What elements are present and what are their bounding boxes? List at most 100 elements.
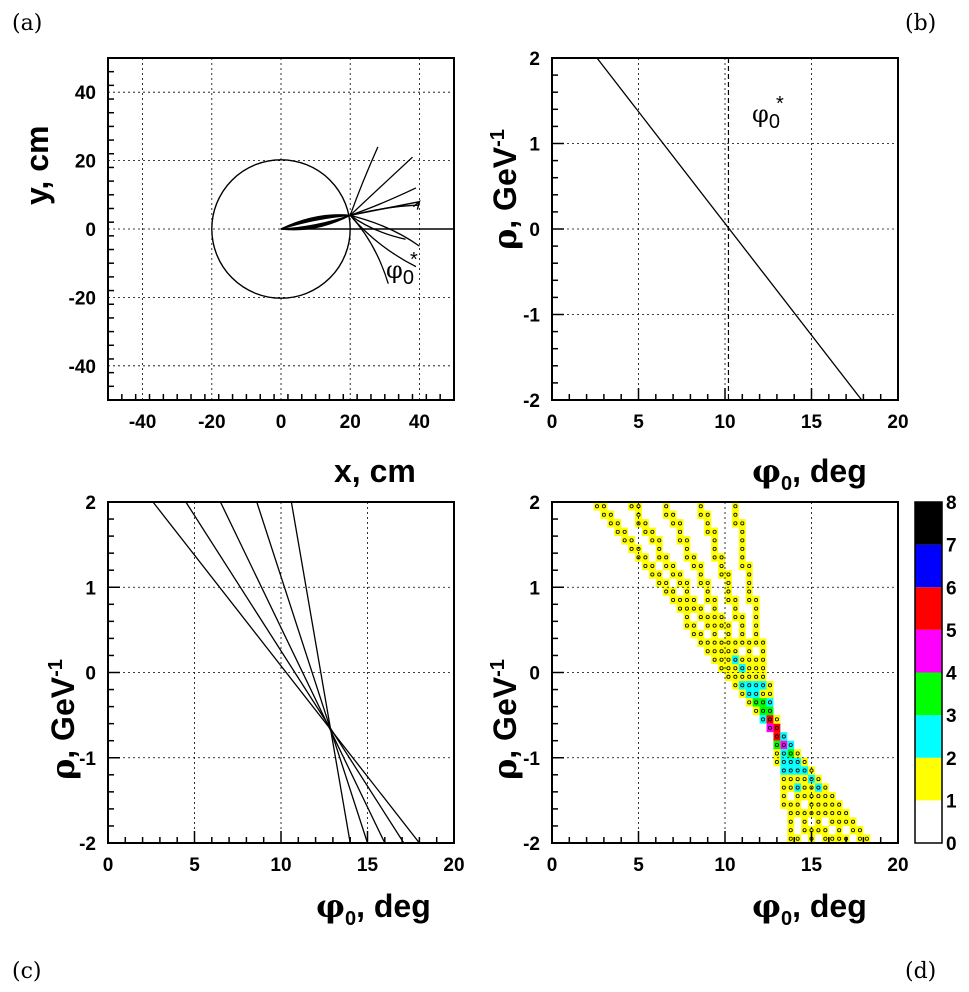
panel-d-bin-marker [671, 598, 676, 603]
panel-d-bin-marker [823, 828, 828, 833]
panel-d-bin-marker [747, 640, 752, 645]
panel-d-bin [711, 646, 719, 656]
panel-d-bin [725, 578, 732, 588]
panel-d-bin-marker [726, 598, 731, 603]
panel-d-bin [738, 689, 746, 699]
panel-d-bin [669, 595, 677, 605]
panel-d-bin-marker [823, 785, 828, 790]
panel-d-bin-marker [664, 580, 669, 585]
panel-d-bin [731, 638, 739, 647]
panel-d-bin-marker [747, 649, 752, 654]
panel-d-bin [828, 791, 836, 801]
panel-d-bin-marker [726, 632, 731, 637]
panel-d-bin [738, 655, 746, 664]
panel-d-bin [718, 561, 725, 571]
panel-d-bin-marker [615, 521, 620, 526]
panel-d-bin-marker [788, 777, 793, 782]
panel-d-bin-marker [608, 521, 613, 526]
panel-d-bin-marker [733, 512, 738, 517]
panel-d-bin [745, 578, 753, 588]
panel-d-bin-marker [740, 657, 745, 662]
panel-d-bin [821, 791, 829, 801]
panel-d-bin [641, 527, 649, 537]
panel-d-bin [648, 570, 656, 579]
panel-d-bin [725, 655, 732, 664]
panel-d-bin [780, 757, 788, 767]
panel-d-bin-marker [781, 785, 786, 790]
panel-d-bin-marker [705, 589, 710, 594]
panel-c-multi-line-plot: 0 5 10 15 20 -2 -1 0 1 2 [79, 493, 464, 876]
panel-d-bin [752, 612, 760, 622]
panel-c-series-line-1 [152, 501, 420, 844]
panel-d-bin-marker [650, 529, 655, 534]
panel-d-bin-marker [698, 632, 703, 637]
panel-d-bin-marker [747, 657, 752, 662]
panel-d-bin-marker [671, 589, 676, 594]
panel-d-bin [794, 766, 802, 775]
colorbar: 0 1 2 3 4 5 6 7 8 [914, 493, 957, 855]
colorbar-tick-label-0: 0 [946, 834, 957, 855]
panel-d-bin [607, 510, 615, 520]
panel-d-bin [787, 800, 795, 809]
panel-d-bin-marker [719, 666, 724, 671]
panel-d-bin [718, 621, 725, 630]
panel-letter-c: (c) [12, 959, 42, 984]
panel-a-xtick-label: 20 [340, 412, 361, 433]
panel-d-bin-marker [719, 572, 724, 577]
panel-d-bin-marker [719, 563, 724, 568]
panel-d-bin-marker [664, 504, 669, 509]
panel-d-bin-marker [657, 572, 662, 577]
panel-d-bin-marker [684, 606, 689, 611]
panel-d-xtick-label: 10 [714, 855, 735, 876]
panel-d-bin-marker [754, 657, 759, 662]
panel-d-bin-marker [761, 666, 766, 671]
panel-d-bin-marker [781, 777, 786, 782]
panel-d-xtick-label: 5 [633, 855, 644, 876]
panel-d-bin-marker [712, 538, 717, 543]
panel-d-bin-marker [747, 683, 752, 688]
panel-d-bin-marker [601, 504, 606, 509]
colorbar-tick-label-4: 4 [946, 664, 957, 685]
panel-d-bin-marker [830, 819, 835, 824]
panel-d-bin [801, 783, 809, 792]
panel-d-bin [814, 800, 822, 809]
panel-d-bin [711, 621, 719, 630]
panel-d-bin [676, 527, 684, 537]
panel-d-bin-marker [594, 504, 599, 509]
panel-d-bin [607, 519, 615, 528]
panel-d-bin-marker [754, 598, 759, 603]
panel-d-bin-marker [740, 615, 745, 620]
panel-d-bin-marker [733, 521, 738, 526]
panel-d-bin [738, 561, 746, 571]
panel-d-y-title: ρ, GeV-1 [486, 659, 524, 780]
panel-d-bin [787, 825, 795, 835]
panel-d-bin-marker [712, 529, 717, 534]
panel-d-bin [780, 783, 788, 792]
panel-d-bin [759, 638, 767, 647]
panel-d-bin-marker [795, 785, 800, 790]
panel-d-bin-marker [761, 657, 766, 662]
panel-d-bin [856, 825, 864, 835]
panel-d-bin [655, 553, 663, 562]
panel-d-bin [731, 604, 739, 613]
panel-d-bin [697, 578, 705, 588]
panel-d-bin [745, 663, 753, 673]
panel-d-bin [676, 604, 684, 613]
panel-d-bin [773, 732, 781, 741]
panel-d-bin-marker [754, 708, 759, 713]
panel-d-bin [690, 621, 698, 630]
panel-d-bin-marker [740, 683, 745, 688]
panel-b-xtick-label: 0 [547, 412, 558, 433]
panel-d-bin-marker [802, 811, 807, 816]
panel-d-bin-marker [788, 785, 793, 790]
panel-d-bin [711, 604, 719, 613]
panel-d-bin-marker [733, 683, 738, 688]
panel-a-arrow-shaft [350, 200, 420, 217]
panel-d-bin [801, 766, 809, 775]
panel-d-bin-marker [816, 802, 821, 807]
panel-d-bin-marker [719, 657, 724, 662]
panel-d-bin [711, 544, 719, 554]
panel-d-bin [738, 527, 746, 537]
panel-c-series-line-5 [290, 501, 351, 844]
panel-d-bin [780, 800, 788, 809]
